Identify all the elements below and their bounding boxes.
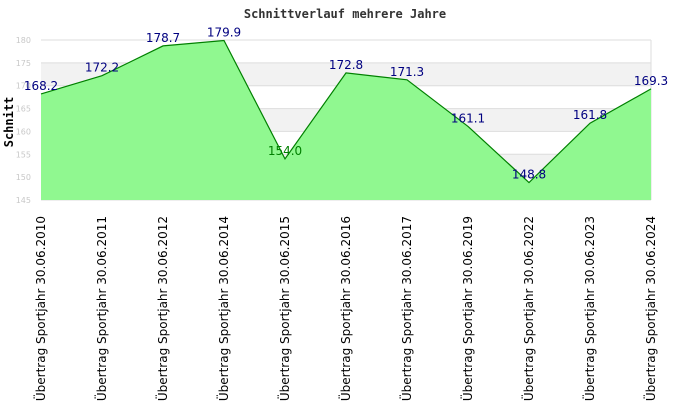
y-tick-label: 160 bbox=[16, 127, 31, 136]
data-label: 161.8 bbox=[573, 108, 607, 122]
y-tick-label: 155 bbox=[16, 150, 31, 159]
data-label: 161.1 bbox=[451, 111, 485, 125]
data-label: 169.3 bbox=[634, 74, 668, 88]
y-tick-label: 180 bbox=[16, 36, 31, 45]
x-tick-label: Übertrag Sportjahr 30.06.2023 bbox=[581, 216, 597, 401]
data-label: 179.9 bbox=[207, 25, 241, 39]
x-tick-label: Übertrag Sportjahr 30.06.2015 bbox=[276, 216, 292, 401]
y-tick-label: 150 bbox=[16, 173, 31, 182]
data-label: 148.8 bbox=[512, 168, 546, 182]
chart-title: Schnittverlauf mehrere Jahre bbox=[244, 7, 446, 21]
data-labels: 168.2 172.2 178.7 179.9 154.0 172.8 171.3 161.1… bbox=[24, 25, 668, 181]
data-label: 172.2 bbox=[85, 61, 119, 75]
data-label: 172.8 bbox=[329, 58, 363, 72]
y-tick-label: 170 bbox=[16, 82, 31, 91]
x-axis-ticks: Übertrag Sportjahr 30.06.2010 Übertrag Sp… bbox=[32, 216, 658, 401]
x-tick-label: Übertrag Sportjahr 30.06.2017 bbox=[398, 216, 414, 401]
series-area bbox=[41, 40, 651, 200]
y-axis-ticks: 145 150 155 160 165 170 175 180 bbox=[16, 36, 31, 205]
y-axis-label: Schnitt bbox=[2, 97, 16, 148]
x-tick-label: Übertrag Sportjahr 30.06.2024 bbox=[642, 216, 658, 401]
y-tick-label: 165 bbox=[16, 105, 31, 114]
x-tick-label: Übertrag Sportjahr 30.06.2019 bbox=[459, 216, 475, 401]
y-tick-label: 145 bbox=[16, 196, 31, 205]
x-tick-label: Übertrag Sportjahr 30.06.2016 bbox=[337, 216, 353, 401]
x-tick-label: Übertrag Sportjahr 30.06.2012 bbox=[154, 216, 170, 401]
data-label: 178.7 bbox=[146, 31, 180, 45]
x-tick-label: Übertrag Sportjahr 30.06.2011 bbox=[93, 216, 109, 401]
data-label: 168.2 bbox=[24, 79, 58, 93]
x-tick-label: Übertrag Sportjahr 30.06.2010 bbox=[32, 216, 48, 401]
x-tick-label: Übertrag Sportjahr 30.06.2022 bbox=[520, 216, 536, 401]
x-tick-label: Übertrag Sportjahr 30.06.2014 bbox=[215, 216, 231, 401]
y-tick-label: 175 bbox=[16, 59, 31, 68]
data-label: 171.3 bbox=[390, 65, 424, 79]
series-line bbox=[40, 39, 652, 184]
data-label: 154.0 bbox=[268, 144, 302, 158]
